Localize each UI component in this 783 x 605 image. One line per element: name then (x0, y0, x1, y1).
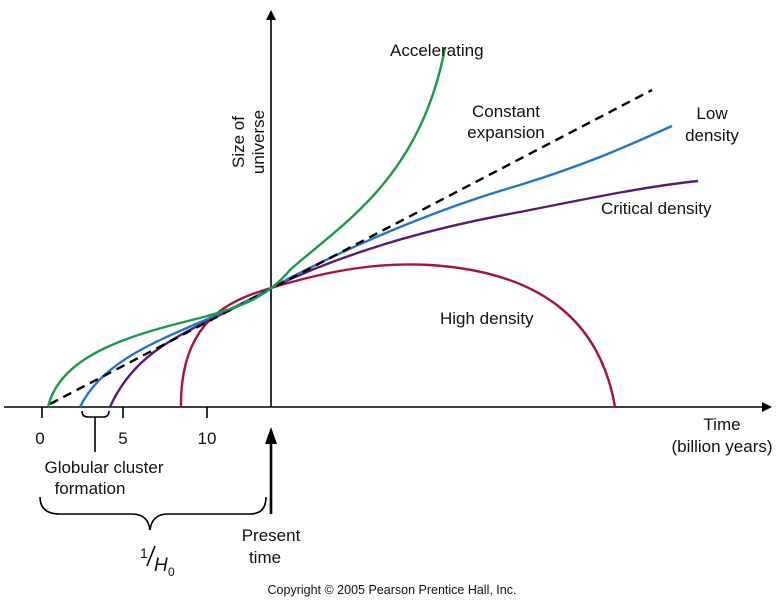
copyright-text: Copyright © 2005 Pearson Prentice Hall, … (268, 583, 517, 597)
globular-label-line2: formation (55, 479, 126, 498)
series-line-high-density (179, 263, 617, 408)
series-label-low-line1: Low (696, 104, 728, 123)
x-tick-label-0: 0 (35, 429, 44, 448)
series-label-low-line2: density (685, 126, 739, 145)
y-axis-label-line1: Size of (229, 116, 248, 168)
series-label-high-density: High density (440, 309, 534, 328)
series-label-accelerating: Accelerating (390, 41, 484, 60)
x-axis-label-line1: Time (703, 415, 740, 434)
hubble-denominator: H (154, 555, 168, 576)
series-label-constant-line2: expansion (467, 123, 545, 142)
hubble-subscript: 0 (168, 565, 175, 579)
globular-label-line1: Globular cluster (44, 458, 163, 477)
x-tick-label-10: 10 (198, 429, 217, 448)
hubble-time-brace (39, 496, 267, 531)
x-axis-label-line2: (billion years) (671, 437, 772, 456)
hubble-numerator: 1 (140, 545, 148, 561)
hubble-fraction-slash (146, 545, 156, 567)
y-axis-label-line2: universe (249, 110, 268, 174)
series-label-critical-density: Critical density (601, 199, 712, 218)
globular-bracket (81, 410, 110, 418)
x-tick-label-5: 5 (118, 429, 127, 448)
present-time-arrow-head (265, 427, 277, 444)
series-label-constant-line1: Constant (472, 102, 540, 121)
present-time-label-line1: Present (242, 526, 301, 545)
series-line-low-density (78, 124, 673, 408)
present-time-label-line2: time (249, 548, 281, 567)
series-line-constant-expansion (49, 88, 653, 406)
series-line-accelerating (46, 47, 447, 408)
